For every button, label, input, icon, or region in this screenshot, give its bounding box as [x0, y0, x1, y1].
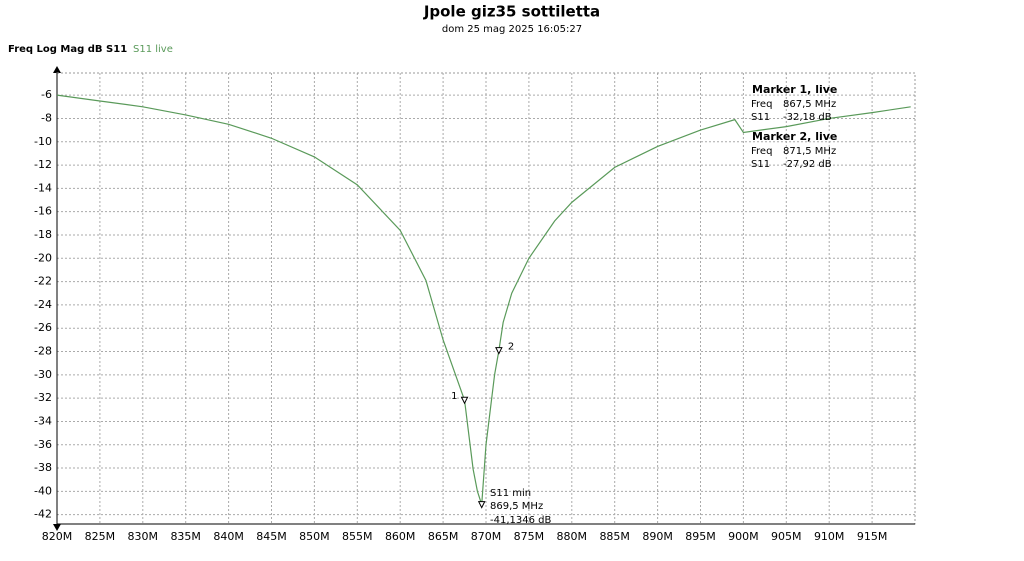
x-tick-label: 840M [213, 530, 244, 543]
marker-value: -27,92 dB [783, 159, 832, 170]
x-tick-label: 835M [170, 530, 201, 543]
x-tick-label: 825M [85, 530, 116, 543]
y-tick-label: -26 [34, 321, 52, 334]
marker-number: 1 [451, 391, 457, 402]
y-tick-label: -40 [34, 484, 52, 497]
x-tick-label: 870M [471, 530, 502, 543]
y-tick-label: -30 [34, 368, 52, 381]
axis-arrow [53, 66, 61, 73]
y-tick-label: -28 [34, 345, 52, 358]
y-tick-label: -20 [34, 251, 52, 264]
marker-param-label: S11 [751, 159, 770, 170]
y-tick-label: -24 [34, 298, 52, 311]
x-tick-label: 855M [342, 530, 373, 543]
y-tick-label: -10 [34, 135, 52, 148]
trace-label: Freq Log Mag dB S11 [8, 44, 127, 55]
x-tick-label: 915M [857, 530, 888, 543]
x-tick-label: 820M [42, 530, 73, 543]
min-freq: 869,5 MHz [490, 501, 543, 512]
x-tick-label: 860M [385, 530, 416, 543]
x-tick-label: 880M [557, 530, 588, 543]
x-tick-label: 895M [685, 530, 716, 543]
marker-freq: 867,5 MHz [783, 99, 836, 110]
x-tick-label: 885M [599, 530, 630, 543]
marker-param-label: S11 [751, 112, 770, 123]
y-tick-label: -36 [34, 438, 52, 451]
y-tick-label: -16 [34, 205, 52, 218]
marker-freq-label: Freq [751, 99, 772, 110]
marker-triangle [495, 347, 503, 355]
x-tick-label: 875M [514, 530, 545, 543]
marker-title: Marker 1, live [752, 83, 837, 96]
x-tick-label: 900M [728, 530, 759, 543]
marker-number: 2 [508, 342, 514, 353]
x-tick-label: 910M [814, 530, 845, 543]
marker-freq-label: Freq [751, 146, 772, 157]
series-line [56, 94, 911, 505]
chart-subtitle: dom 25 mag 2025 16:05:27 [442, 24, 582, 35]
marker-title: Marker 2, live [752, 130, 837, 143]
y-tick-label: -8 [41, 111, 52, 124]
x-tick-label: 890M [642, 530, 673, 543]
marker-freq: 871,5 MHz [783, 146, 836, 157]
y-tick-label: -6 [41, 88, 52, 101]
marker-triangle [477, 501, 486, 509]
y-tick-label: -14 [34, 181, 52, 194]
y-tick-label: -32 [34, 391, 52, 404]
axis-arrow [53, 524, 61, 531]
legend-entry: S11 live [133, 44, 173, 55]
chart-title: Jpole giz35 sottiletta [423, 3, 600, 21]
marker-value: -32,18 dB [783, 112, 832, 123]
min-title: S11 min [490, 488, 531, 499]
x-tick-label: 905M [771, 530, 802, 543]
x-tick-label: 850M [299, 530, 330, 543]
y-tick-label: -12 [34, 158, 52, 171]
x-tick-label: 865M [428, 530, 459, 543]
y-tick-label: -38 [34, 461, 52, 474]
min-value: -41,1346 dB [490, 515, 551, 526]
y-tick-label: -22 [34, 275, 52, 288]
y-tick-label: -42 [34, 508, 52, 521]
x-tick-label: 830M [128, 530, 159, 543]
y-tick-label: -34 [34, 414, 52, 427]
x-tick-label: 845M [256, 530, 287, 543]
marker-triangle [460, 396, 469, 405]
y-tick-label: -18 [34, 228, 52, 241]
